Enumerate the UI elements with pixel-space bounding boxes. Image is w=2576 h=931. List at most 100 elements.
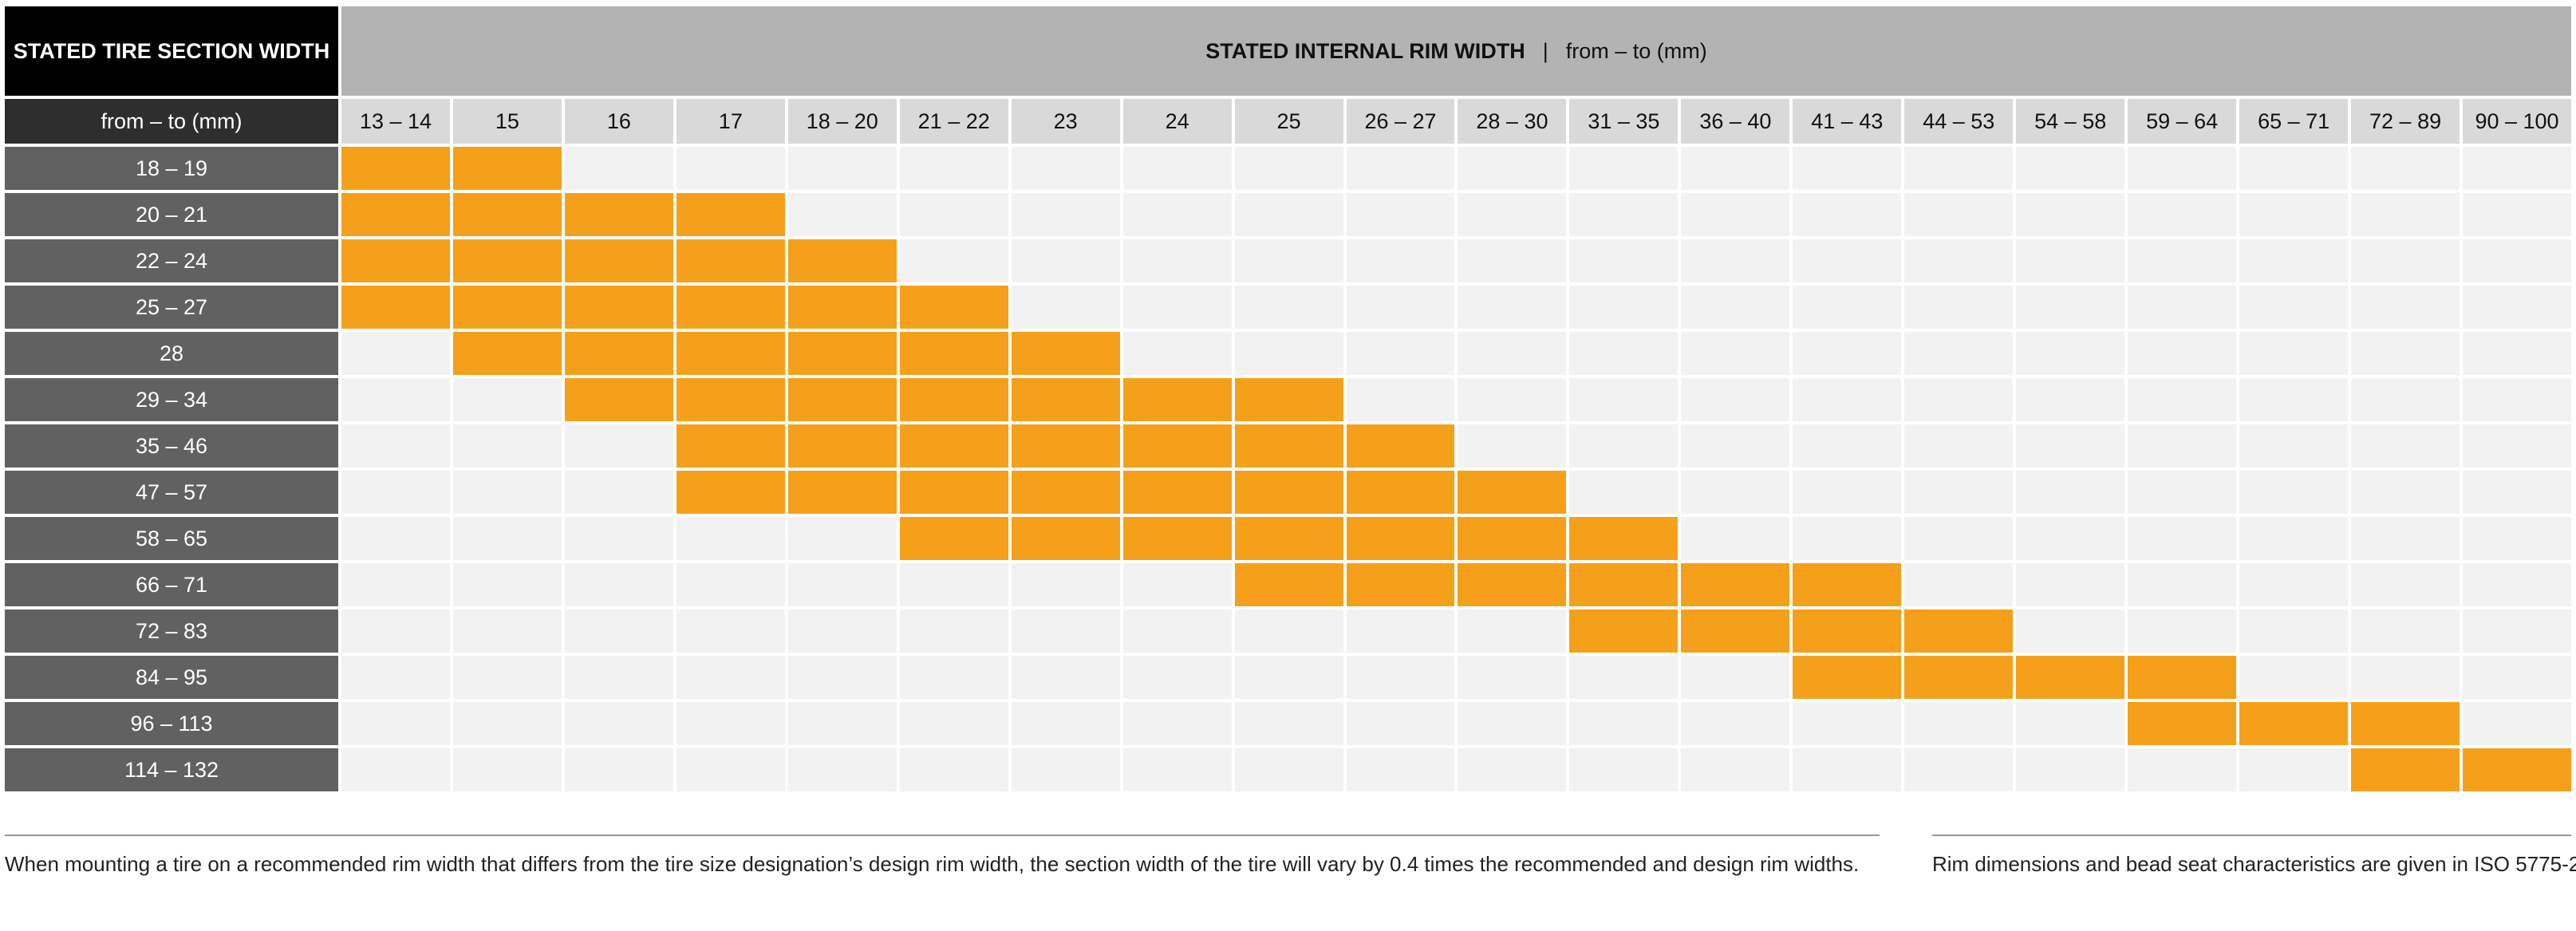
fit-cell [1346,517,1455,560]
fit-cell [1346,147,1455,190]
fit-cell [1011,609,1120,653]
fit-cell [1904,332,2014,375]
fit-cell [452,471,562,514]
fit-cell [1681,702,1790,745]
footer-note: When mounting a tire on a recommended ri… [5,852,1860,876]
fit-cell [899,563,1008,606]
fit-cell [1458,424,1567,467]
fit-cell [1681,332,1790,375]
row-header: 58 – 65 [5,517,338,560]
fit-cell [1234,563,1343,606]
fit-cell [1234,702,1343,745]
fit-cell [2128,378,2237,421]
row-header: 84 – 95 [5,656,338,699]
fit-cell [899,147,1008,190]
fit-cell [2463,378,2571,421]
fit-cell [564,239,673,282]
fit-cell [2351,378,2460,421]
fit-cell [2239,471,2349,514]
fit-cell [1011,239,1120,282]
fit-cell [2463,332,2571,375]
fit-cell [1458,332,1567,375]
fit-cell [564,656,673,699]
fit-cell [2128,147,2237,190]
fit-cell [676,193,785,236]
row-header: 25 – 27 [5,286,338,329]
fit-cell [1011,517,1120,560]
fit-cell [341,147,450,190]
row-header: 20 – 21 [5,193,338,236]
fit-cell [2351,471,2460,514]
fit-cell [1793,702,1902,745]
fit-cell [1011,378,1120,421]
fit-cell [1011,286,1120,329]
fit-cell [2463,702,2571,745]
fit-cell [1569,332,1679,375]
fit-cell [452,702,562,745]
fit-cell [1346,424,1455,467]
fit-cell [1234,147,1343,190]
fit-cell [341,193,450,236]
fit-cell [2016,193,2125,236]
fit-cell [2128,471,2237,514]
column-header: 15 [452,99,562,144]
fit-cell [1346,332,1455,375]
fit-cell [341,239,450,282]
fit-cell [2351,147,2460,190]
column-header: 18 – 20 [787,99,897,144]
fit-cell [2239,193,2349,236]
column-header: 44 – 53 [1904,99,2014,144]
fit-cell [2351,239,2460,282]
fit-cell [1904,609,2014,653]
fit-cell [2016,332,2125,375]
fit-cell [564,609,673,653]
fit-cell [1569,563,1679,606]
fit-cell [564,471,673,514]
fit-cell [1122,424,1232,467]
fit-cell [1011,193,1120,236]
fit-cell [1234,748,1343,791]
column-header: 21 – 22 [899,99,1008,144]
column-header: 31 – 35 [1569,99,1679,144]
fit-cell [2016,378,2125,421]
fit-cell [452,239,562,282]
fit-cell [1234,378,1343,421]
fit-cell [2239,332,2349,375]
fit-cell [2239,239,2349,282]
fit-cell [2351,286,2460,329]
fit-cell [452,609,562,653]
fit-cell [2128,563,2237,606]
fit-cell [1346,471,1455,514]
column-header: 26 – 27 [1346,99,1455,144]
fit-cell [564,332,673,375]
fit-cell [341,424,450,467]
fit-cell [1681,193,1790,236]
fit-cell [1458,702,1567,745]
fit-cell [2128,656,2237,699]
fit-cell [2128,424,2237,467]
fit-cell [1904,424,2014,467]
fit-cell [2351,193,2460,236]
fit-cell [341,656,450,699]
fit-cell [564,517,673,560]
fit-cell [2463,147,2571,190]
row-header: 47 – 57 [5,471,338,514]
fit-cell [1011,748,1120,791]
fit-cell [1793,193,1902,236]
header-unit: from – to (mm) [1565,38,1707,63]
fit-cell [1458,239,1567,282]
fit-cell [341,748,450,791]
fit-cell [1122,702,1232,745]
row-header: 18 – 19 [5,147,338,190]
fit-cell [452,656,562,699]
fit-cell [1681,563,1790,606]
fit-cell [564,702,673,745]
fit-cell [2463,239,2571,282]
fit-cell [1681,471,1790,514]
fit-cell [2016,748,2125,791]
fit-cell [2463,193,2571,236]
fit-cell [787,471,897,514]
fit-cell [1793,748,1902,791]
fit-cell [676,517,785,560]
row-header: 22 – 24 [5,239,338,282]
